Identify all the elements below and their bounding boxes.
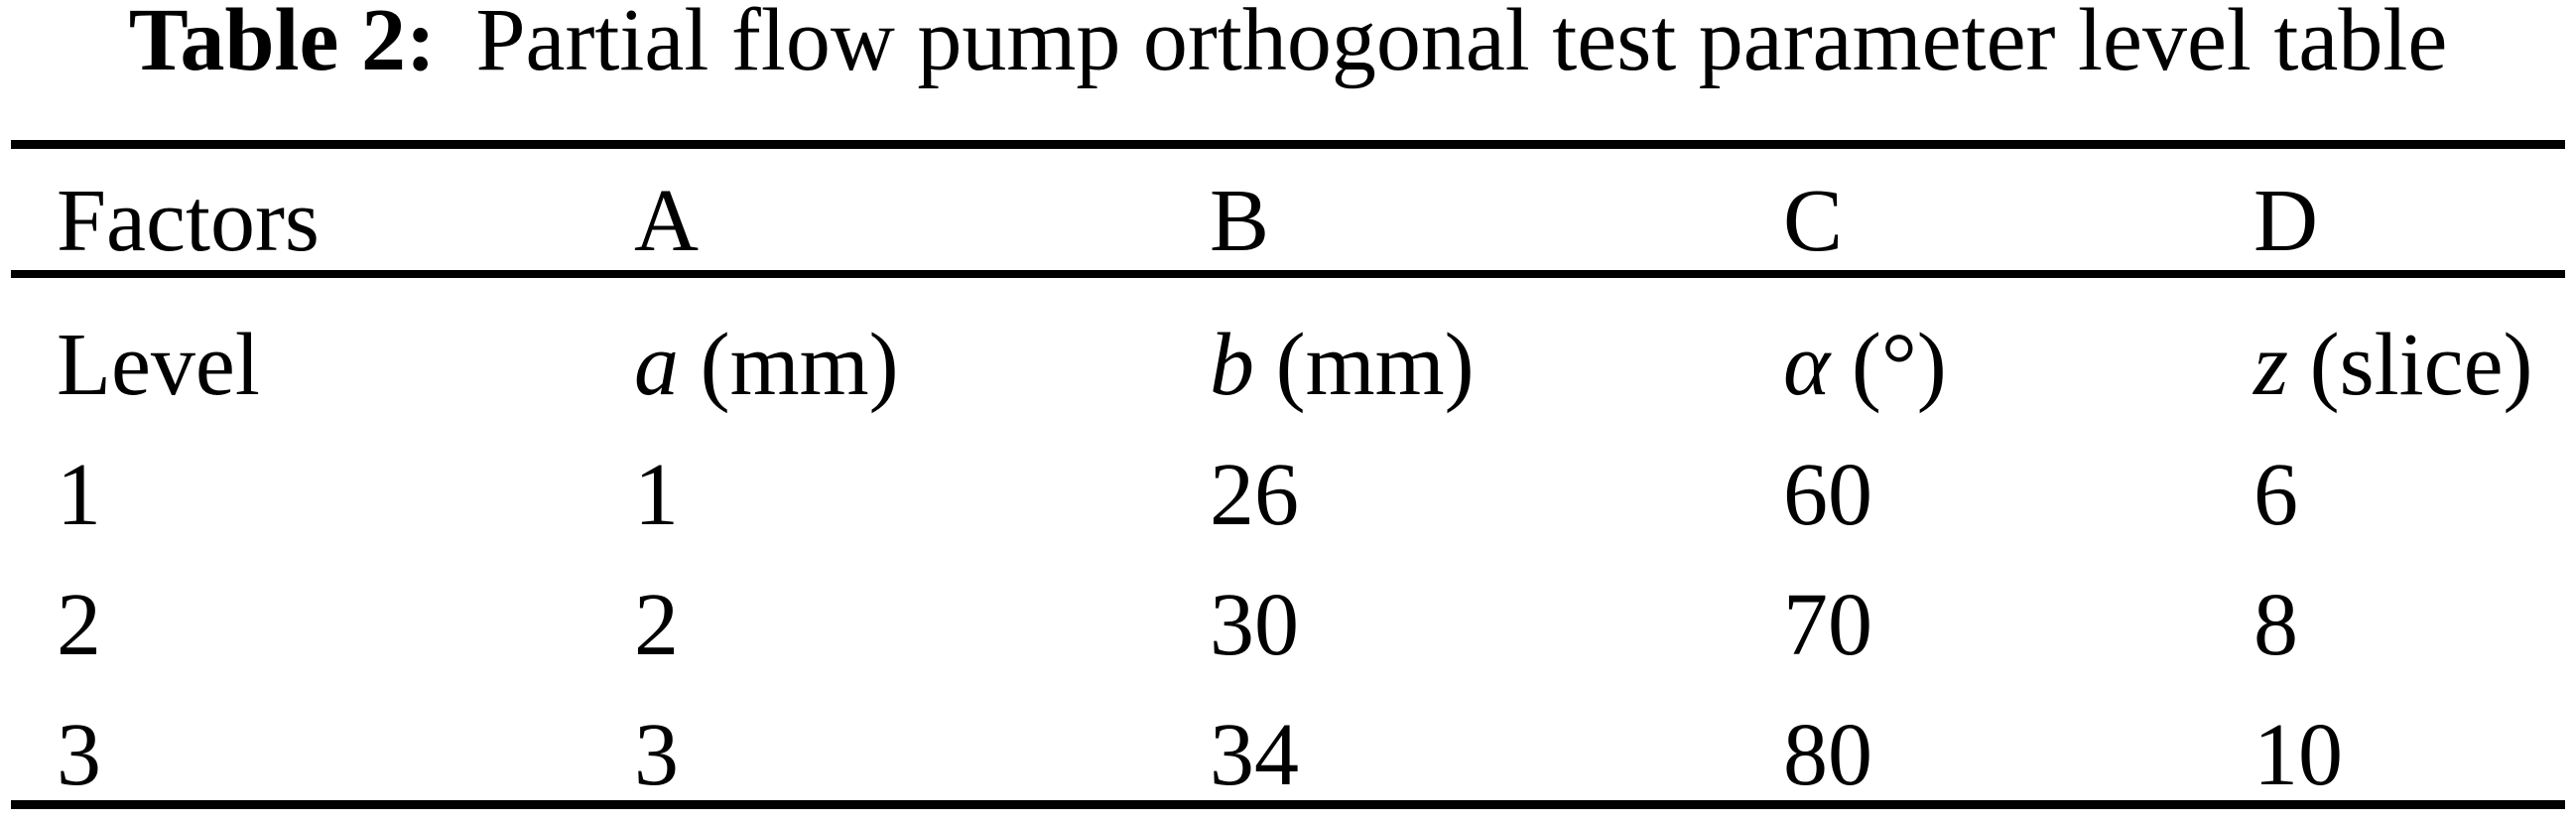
unit-text-b: (mm)	[1275, 316, 1475, 414]
table-header-row: Factors A B C D	[11, 149, 2565, 278]
row-label-level: Level	[57, 316, 260, 414]
value-cell: 1	[634, 446, 679, 544]
table-row-level-2: 2 2 30 70 8	[11, 540, 2565, 670]
value-cell: 6	[2254, 446, 2298, 544]
unit-text-z: (slice)	[2309, 316, 2533, 414]
header-cell-c: C	[1783, 149, 2254, 278]
table-row-level-3: 3 3 34 80 10	[11, 670, 2565, 800]
header-cell-factors: Factors	[11, 149, 634, 278]
level-cell: 3	[57, 706, 101, 804]
table-caption: Table 2: Partial flow pump orthogonal tes…	[0, 0, 2576, 140]
variable-symbol-z: z	[2254, 316, 2289, 414]
value-cell: 3	[634, 706, 679, 804]
value-cell: 10	[2254, 706, 2343, 804]
level-cell: 2	[57, 576, 101, 674]
header-cell-d: D	[2254, 149, 2565, 278]
variable-symbol-alpha: α	[1783, 316, 1831, 414]
table-caption-text: Partial flow pump orthogonal test parame…	[475, 0, 2448, 89]
unit-cell-a: a (mm)	[634, 278, 1210, 410]
unit-cell-b: b (mm)	[1210, 278, 1783, 410]
value-cell: 8	[2254, 576, 2298, 674]
value-cell: 26	[1210, 446, 1299, 544]
unit-text-alpha: (°)	[1851, 316, 1947, 414]
value-cell: 30	[1210, 576, 1299, 674]
value-cell: 80	[1783, 706, 1872, 804]
table-caption-label: Table 2:	[128, 0, 436, 89]
value-cell: 60	[1783, 446, 1872, 544]
variable-symbol-b: b	[1210, 316, 1254, 414]
header-cell-a: A	[634, 149, 1210, 278]
unit-cell-z: z (slice)	[2254, 278, 2565, 410]
level-cell: 1	[57, 446, 101, 544]
value-cell: 2	[634, 576, 679, 674]
value-cell: 70	[1783, 576, 1872, 674]
variable-symbol-a: a	[634, 316, 679, 414]
header-cell-b: B	[1210, 149, 1783, 278]
table-unit-row: Level a (mm) b (mm) α (°) z (slice)	[11, 278, 2565, 410]
orthogonal-test-parameter-table: Factors A B C D Level a (mm) b (mm) α (°) z…	[11, 140, 2565, 809]
value-cell: 34	[1210, 706, 1299, 804]
table-row-level-1: 1 1 26 60 6	[11, 410, 2565, 540]
unit-cell-alpha: α (°)	[1783, 278, 2254, 410]
unit-text-a: (mm)	[700, 316, 899, 414]
